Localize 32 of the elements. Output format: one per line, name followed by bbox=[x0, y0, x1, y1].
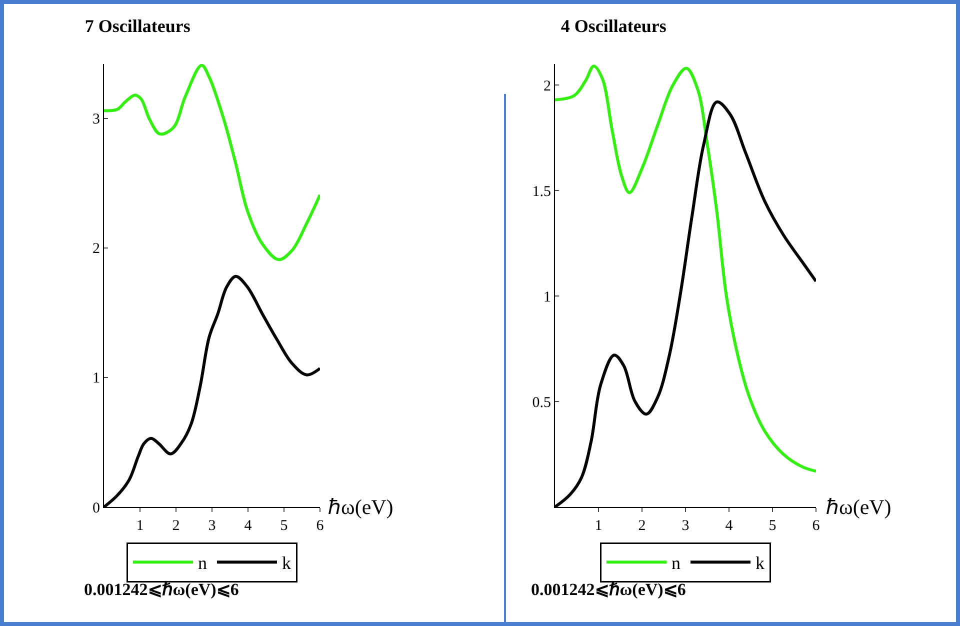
x-tick-label: 1 bbox=[136, 518, 144, 534]
x-tick-label: 1 bbox=[594, 518, 602, 534]
x-tick-label: 2 bbox=[638, 518, 646, 534]
x-axis-title: ℏω(eV) bbox=[328, 495, 394, 519]
line-series bbox=[555, 64, 816, 473]
legend-label: n bbox=[198, 553, 207, 574]
x-tick-label: 5 bbox=[280, 518, 288, 534]
text: 0.001242⩽ℏω(eV)⩽6 bbox=[531, 580, 686, 599]
x-tick-label: 2 bbox=[172, 518, 180, 534]
x-axis-title: ℏω(eV) bbox=[826, 495, 892, 519]
x-tick-label: 6 bbox=[812, 518, 820, 534]
legend-label: k bbox=[756, 553, 764, 574]
text: 0.001242⩽ℏω(eV)⩽6 bbox=[84, 580, 239, 599]
y-tick-label: 1.5 bbox=[532, 184, 551, 200]
y-tick-label: 1 bbox=[544, 289, 551, 306]
y-tick-label: 2 bbox=[92, 241, 100, 258]
x-tick-label: 4 bbox=[725, 518, 734, 534]
y-tick-label: 1 bbox=[92, 370, 100, 387]
legend-label: k bbox=[282, 553, 291, 574]
chart-title: 4 Oscillateurs bbox=[560, 16, 666, 36]
x-tick-label: 6 bbox=[316, 518, 324, 534]
x-tick-label: 5 bbox=[768, 518, 776, 534]
y-tick-label: 0.5 bbox=[532, 394, 551, 411]
x-tick-label: 3 bbox=[208, 518, 216, 534]
x-tick-label: 3 bbox=[682, 518, 690, 534]
legend-label: n bbox=[672, 553, 680, 574]
chart-title: 7 Oscillateurs bbox=[84, 16, 190, 36]
y-tick-label: 0 bbox=[92, 500, 100, 516]
y-tick-label: 2 bbox=[544, 78, 551, 94]
x-tick-label: 4 bbox=[244, 518, 252, 534]
line-series bbox=[104, 64, 320, 262]
y-tick-label: 3 bbox=[92, 112, 100, 128]
